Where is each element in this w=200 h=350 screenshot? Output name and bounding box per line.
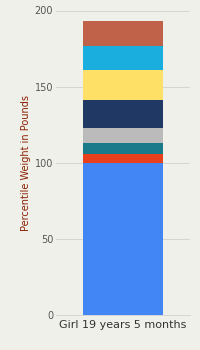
Bar [83, 46, 163, 70]
Bar [83, 154, 163, 163]
Bar [83, 143, 163, 154]
Bar [83, 100, 163, 128]
Bar [83, 21, 163, 46]
Bar [83, 70, 163, 100]
Bar [83, 128, 163, 143]
Y-axis label: Percentile Weight in Pounds: Percentile Weight in Pounds [21, 95, 31, 231]
Bar [83, 163, 163, 315]
